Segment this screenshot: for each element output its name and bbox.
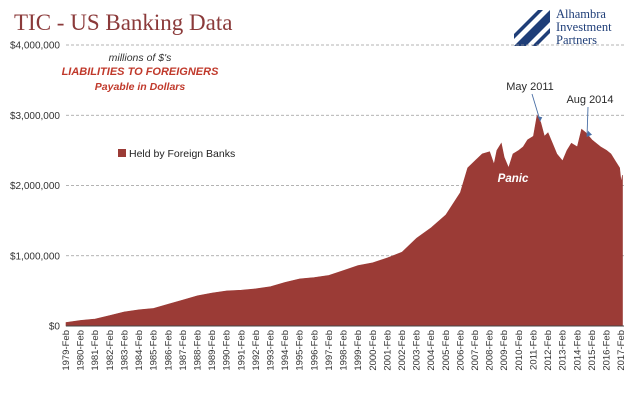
y-tick-label: $2,000,000 (10, 181, 60, 192)
axis-layer: $0 $1,000,000 $2,000,000 $3,000,000 $4,000,0… (10, 41, 627, 371)
x-tick-label: 1998-Feb (339, 330, 350, 371)
x-tick-label: 2009-Feb (499, 330, 510, 371)
x-tick-label: 2017-Feb (616, 330, 627, 371)
y-tick-label: $3,000,000 (10, 111, 60, 122)
x-tick-label: 2008-Feb (485, 330, 496, 371)
x-tick-label: 2002-Feb (397, 330, 408, 371)
annotation-arrow (586, 106, 589, 137)
chart-title: TIC - US Banking Data (14, 10, 233, 35)
x-tick-label: 1996-Feb (309, 330, 320, 371)
x-tick-label: 2005-Feb (441, 330, 452, 371)
x-tick-label: 2006-Feb (455, 330, 466, 371)
logo-text: Alhambra Investment Partners (556, 8, 612, 47)
company-logo: Alhambra Investment Partners (512, 8, 636, 50)
x-tick-label: 1979-Feb (61, 330, 72, 371)
x-tick-label: 2012-Feb (543, 330, 554, 371)
logo-line-1: Alhambra (556, 7, 606, 21)
x-tick-label: 1991-Feb (236, 330, 247, 371)
grid-layer (66, 44, 624, 257)
x-tick-label: 2003-Feb (412, 330, 423, 371)
x-tick-label: 1986-Feb (163, 330, 174, 371)
logo-line-2: Investment (556, 20, 612, 34)
alhambra-logo-mark-icon (512, 8, 552, 48)
subtitle-payable: Payable in Dollars (95, 81, 186, 93)
x-tick-label: 1999-Feb (353, 330, 364, 371)
annotation-arrowhead (587, 130, 593, 137)
x-tick-label: 1997-Feb (324, 330, 335, 371)
annotation-arrowhead (537, 116, 543, 122)
area-layer (65, 114, 623, 327)
x-tick-label: 2000-Feb (368, 330, 379, 371)
x-tick-label: 2004-Feb (426, 330, 437, 371)
y-tick-label: $0 (49, 322, 61, 333)
x-tick-label: 1988-Feb (193, 330, 204, 371)
x-tick-label: 1985-Feb (149, 330, 160, 371)
x-tick-label: 2010-Feb (514, 330, 525, 371)
x-tick-label: 2011-Feb (528, 330, 539, 370)
annotation-may-2011: May 2011 (506, 81, 554, 93)
annotation-arrow (531, 93, 541, 122)
x-tick-label: 1982-Feb (105, 330, 116, 371)
x-tick-label: 1990-Feb (222, 330, 233, 371)
x-tick-label: 2007-Feb (470, 330, 481, 371)
subtitle-liabilities: LIABILITIES TO FOREIGNERS (62, 66, 220, 78)
annotation-aug-2014: Aug 2014 (566, 94, 613, 106)
legend-swatch (118, 149, 126, 157)
x-tick-label: 1995-Feb (295, 330, 306, 371)
legend-label: Held by Foreign Banks (129, 148, 235, 160)
x-tick-label: 1984-Feb (134, 330, 145, 371)
x-tick-label: 2016-Feb (602, 330, 613, 371)
y-tick-label: $1,000,000 (10, 251, 60, 262)
x-tick-label: 2013-Feb (558, 330, 569, 371)
x-tick-label: 1989-Feb (207, 330, 218, 371)
annotation-panic: Panic (498, 173, 529, 185)
x-tick-label: 1992-Feb (251, 330, 262, 371)
logo-line-3: Partners (556, 33, 597, 47)
series-area (65, 114, 623, 327)
x-tick-label: 1987-Feb (178, 330, 189, 371)
x-tick-label: 2014-Feb (572, 330, 583, 371)
label-layer: millions of $'s LIABILITIES TO FOREIGNERS… (62, 52, 614, 185)
x-tick-label: 1981-Feb (90, 330, 101, 371)
x-tick-label: 1994-Feb (280, 330, 291, 371)
x-tick-label: 1993-Feb (266, 330, 277, 371)
x-tick-label: 1983-Feb (119, 330, 130, 371)
x-tick-label: 1980-Feb (76, 330, 87, 371)
x-tick-label: 2015-Feb (587, 330, 598, 371)
subtitle-units: millions of $'s (109, 52, 172, 64)
x-tick-label: 2001-Feb (382, 330, 393, 371)
y-tick-label: $4,000,000 (10, 41, 60, 52)
